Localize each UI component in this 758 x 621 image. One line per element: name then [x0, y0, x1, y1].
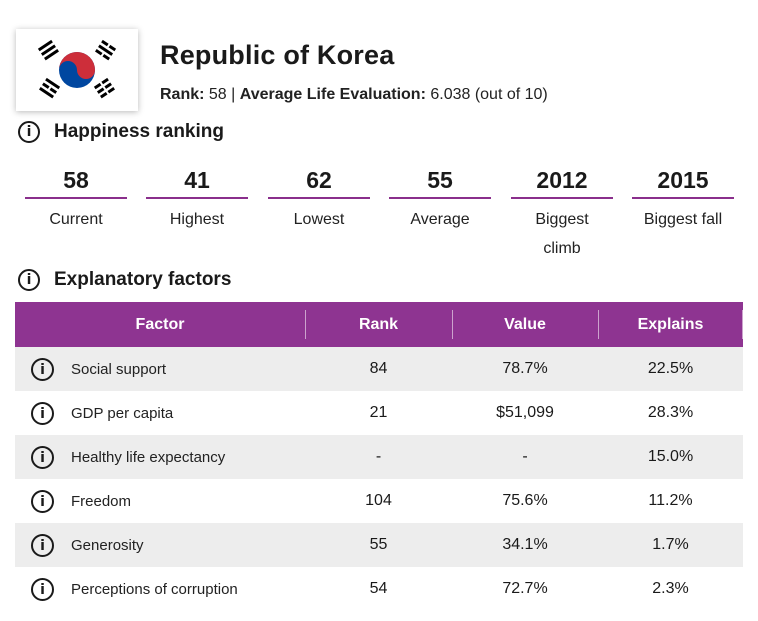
rank-separator: | [231, 86, 236, 103]
factor-explains: 11.2% [648, 492, 693, 509]
info-icon[interactable]: i [31, 402, 54, 425]
factor-value: - [522, 448, 528, 465]
stat-label: Lowest [293, 211, 345, 228]
factor-name: Social support [71, 360, 167, 378]
header-value[interactable]: Value [504, 315, 546, 333]
stat-value: 62 [268, 165, 370, 199]
table-row: i GDP per capita 21 $51,099 28.3% [15, 391, 743, 435]
factor-explains: 2.3% [652, 580, 689, 597]
avg-life-eval-value: 6.038 (out of 10) [430, 86, 548, 103]
factor-value: 34.1% [502, 536, 548, 553]
stat-label: Highest [169, 211, 225, 228]
info-icon[interactable]: i [31, 446, 54, 469]
factor-name: Healthy life expectancy [71, 448, 226, 466]
explanatory-factors-heading: i Explanatory factors [18, 269, 231, 291]
factor-name: Generosity [71, 536, 144, 554]
factors-table: Factor Rank Value Explains i Social supp… [15, 302, 743, 611]
factor-explains: 1.7% [652, 536, 689, 553]
country-title: Republic of Korea [160, 40, 395, 70]
stat-label: Current [49, 211, 103, 228]
stat-biggest-climb: 2012 Biggest climb [511, 165, 613, 263]
stat-value: 58 [25, 165, 127, 199]
table-row: i Generosity 55 34.1% 1.7% [15, 523, 743, 567]
rank-value: 58 [208, 86, 227, 103]
stat-value: 2015 [632, 165, 734, 199]
header-rank[interactable]: Rank [358, 315, 399, 333]
factor-rank: 54 [369, 580, 388, 597]
factor-rank: 104 [365, 492, 392, 509]
factor-explains: 22.5% [647, 360, 694, 377]
info-icon[interactable]: i [18, 269, 40, 291]
stat-label: Average [410, 211, 470, 228]
section-title: Explanatory factors [54, 269, 232, 290]
header-divider [305, 310, 306, 339]
rank-label: Rank: [160, 86, 205, 103]
info-icon[interactable]: i [31, 578, 54, 601]
table-header: Factor Rank Value Explains [15, 302, 743, 347]
south-korea-flag-icon [27, 34, 127, 106]
factor-rank: 55 [369, 536, 388, 553]
rank-summary: Rank: 58 | Average Life Evaluation: 6.03… [160, 86, 548, 104]
factor-value: 75.6% [502, 492, 548, 509]
stat-label: Biggest fall [643, 211, 723, 228]
header-divider [598, 310, 599, 339]
factor-rank: - [375, 448, 382, 465]
stat-current: 58 Current [25, 165, 127, 234]
factor-value: 72.7% [502, 580, 548, 597]
stat-value: 2012 [511, 165, 613, 199]
section-title: Happiness ranking [54, 121, 224, 142]
stat-lowest: 62 Lowest [268, 165, 370, 234]
info-icon[interactable]: i [18, 121, 40, 143]
happiness-stats: 58 Current 41 Highest 62 Lowest 55 Avera… [25, 165, 735, 260]
avg-life-eval-label: Average Life Evaluation: [239, 86, 426, 103]
stat-average: 55 Average [389, 165, 491, 234]
table-row: i Healthy life expectancy - - 15.0% [15, 435, 743, 479]
factor-value: $51,099 [496, 404, 554, 421]
stat-highest: 41 Highest [146, 165, 248, 234]
stat-value: 41 [146, 165, 248, 199]
info-icon[interactable]: i [31, 358, 54, 381]
factor-rank: 21 [369, 404, 388, 421]
factor-name: Perceptions of corruption [71, 580, 238, 598]
info-icon[interactable]: i [31, 534, 54, 557]
header-explains[interactable]: Explains [637, 315, 704, 333]
header-divider [742, 310, 743, 339]
factor-explains: 28.3% [647, 404, 694, 421]
factor-rank: 84 [369, 360, 388, 377]
stat-value: 55 [389, 165, 491, 199]
table-row: i Perceptions of corruption 54 72.7% 2.3… [15, 567, 743, 611]
stat-label: Biggest climb [535, 211, 589, 257]
factor-name: GDP per capita [71, 404, 174, 422]
country-flag [16, 29, 138, 111]
header-factor[interactable]: Factor [135, 315, 185, 333]
table-row: i Freedom 104 75.6% 11.2% [15, 479, 743, 523]
factor-name: Freedom [71, 492, 132, 510]
happiness-ranking-heading: i Happiness ranking [18, 121, 224, 143]
info-icon[interactable]: i [31, 490, 54, 513]
stat-biggest-fall: 2015 Biggest fall [632, 165, 734, 234]
header-divider [452, 310, 453, 339]
factor-explains: 15.0% [647, 448, 694, 465]
factor-value: 78.7% [502, 360, 548, 377]
table-row: i Social support 84 78.7% 22.5% [15, 347, 743, 391]
